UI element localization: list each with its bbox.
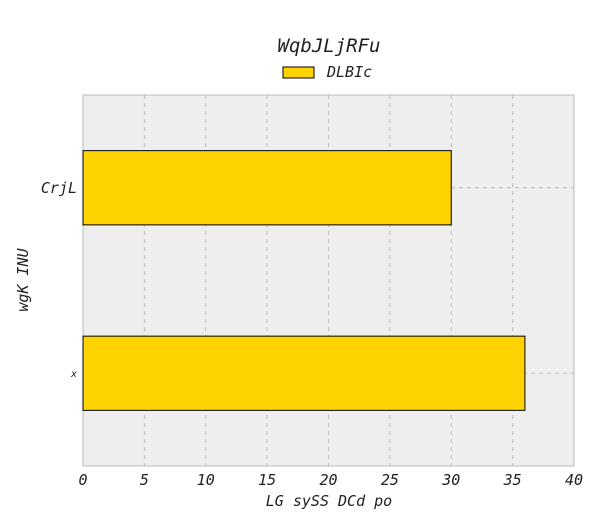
y-tick-label: CrjL bbox=[41, 179, 77, 197]
y-axis-label: wgK INU bbox=[14, 247, 32, 311]
chart-title: WqbJLjRFu bbox=[278, 35, 381, 57]
x-tick-label: 15 bbox=[258, 471, 276, 489]
y-tick-labels: CrjL x bbox=[41, 179, 77, 380]
bars bbox=[82, 150, 526, 411]
legend-swatch bbox=[282, 66, 315, 79]
x-tick-label: 5 bbox=[140, 471, 149, 489]
legend-label: DLBIc bbox=[326, 63, 372, 81]
x-tick-label: 0 bbox=[78, 471, 87, 489]
y-tick-label: x bbox=[70, 369, 77, 380]
x-tick-label: 40 bbox=[565, 471, 583, 489]
bar bbox=[82, 335, 526, 411]
x-tick-label: 10 bbox=[197, 471, 215, 489]
x-tick-labels: 0 5 10 15 20 25 30 35 40 bbox=[78, 471, 583, 489]
legend: DLBIc bbox=[282, 63, 372, 81]
bar bbox=[82, 150, 452, 226]
x-tick-label: 20 bbox=[319, 471, 337, 489]
x-axis-label: LG sySS DCd po bbox=[266, 492, 392, 510]
x-tick-label: 35 bbox=[503, 471, 522, 489]
x-tick-label: 25 bbox=[381, 471, 399, 489]
x-tick-label: 30 bbox=[441, 471, 460, 489]
